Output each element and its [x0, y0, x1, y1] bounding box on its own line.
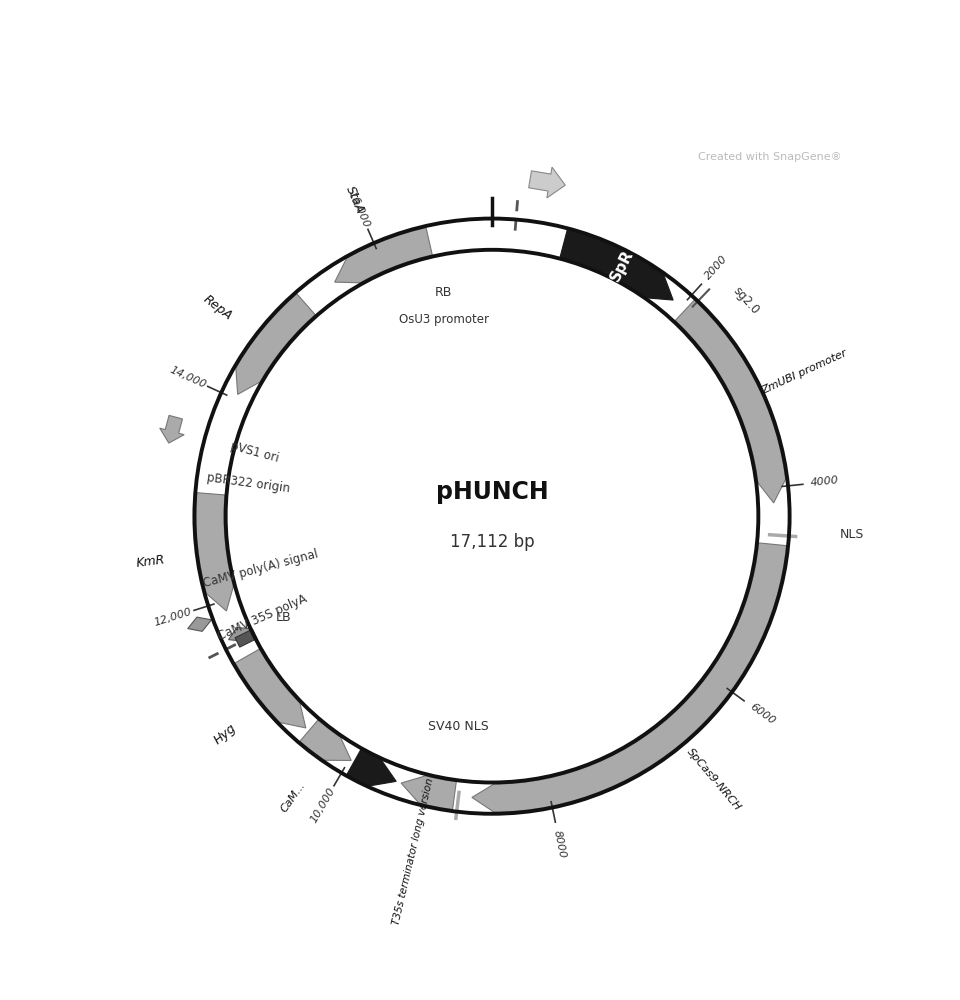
Polygon shape: [401, 776, 456, 810]
Text: NLS: NLS: [840, 528, 864, 541]
Text: SpCas9-NRCH: SpCas9-NRCH: [684, 747, 743, 813]
Text: 12,000: 12,000: [153, 606, 193, 628]
Text: Hyg: Hyg: [211, 721, 239, 747]
Polygon shape: [347, 750, 396, 786]
Text: OsU3 promoter: OsU3 promoter: [398, 312, 489, 326]
Text: 17,112 bp: 17,112 bp: [449, 533, 535, 551]
Text: LB: LB: [276, 611, 292, 624]
Text: 16,000: 16,000: [347, 189, 372, 229]
Polygon shape: [196, 493, 233, 611]
Polygon shape: [235, 649, 306, 728]
Text: 6000: 6000: [748, 702, 777, 726]
Text: Created with SnapGene®: Created with SnapGene®: [698, 152, 842, 162]
Polygon shape: [300, 720, 351, 760]
Polygon shape: [188, 617, 211, 631]
Text: 4000: 4000: [810, 476, 840, 488]
Circle shape: [194, 219, 789, 814]
Text: CaMV poly(A) signal: CaMV poly(A) signal: [203, 547, 320, 590]
Polygon shape: [235, 629, 257, 647]
Text: 2000: 2000: [703, 254, 730, 282]
Text: SpR: SpR: [607, 247, 636, 284]
Text: RepA: RepA: [201, 293, 234, 323]
Text: ZmUBI promoter: ZmUBI promoter: [760, 348, 849, 396]
Text: StaA: StaA: [344, 184, 367, 216]
Text: 14,000: 14,000: [168, 364, 207, 390]
Text: SV40 NLS: SV40 NLS: [427, 720, 489, 733]
Text: sg2.0: sg2.0: [731, 284, 761, 317]
Polygon shape: [675, 300, 785, 503]
Polygon shape: [236, 294, 315, 394]
Text: CaMV 35S polyA: CaMV 35S polyA: [215, 592, 309, 643]
Text: pVS1 ori: pVS1 ori: [229, 440, 280, 465]
Text: CaM...: CaM...: [279, 780, 307, 815]
Polygon shape: [159, 415, 184, 443]
Circle shape: [226, 250, 758, 783]
Text: 10,000: 10,000: [308, 786, 337, 824]
Polygon shape: [335, 228, 432, 283]
Text: pHUNCH: pHUNCH: [436, 480, 548, 504]
Text: KmR: KmR: [135, 553, 166, 570]
Text: 8000: 8000: [552, 829, 567, 859]
Polygon shape: [228, 627, 252, 641]
Text: pBR322 origin: pBR322 origin: [206, 471, 291, 495]
Polygon shape: [472, 543, 786, 812]
Polygon shape: [529, 167, 565, 198]
Text: RB: RB: [435, 286, 452, 299]
Polygon shape: [560, 230, 673, 300]
Text: T35s terminator long version: T35s terminator long version: [391, 777, 435, 926]
